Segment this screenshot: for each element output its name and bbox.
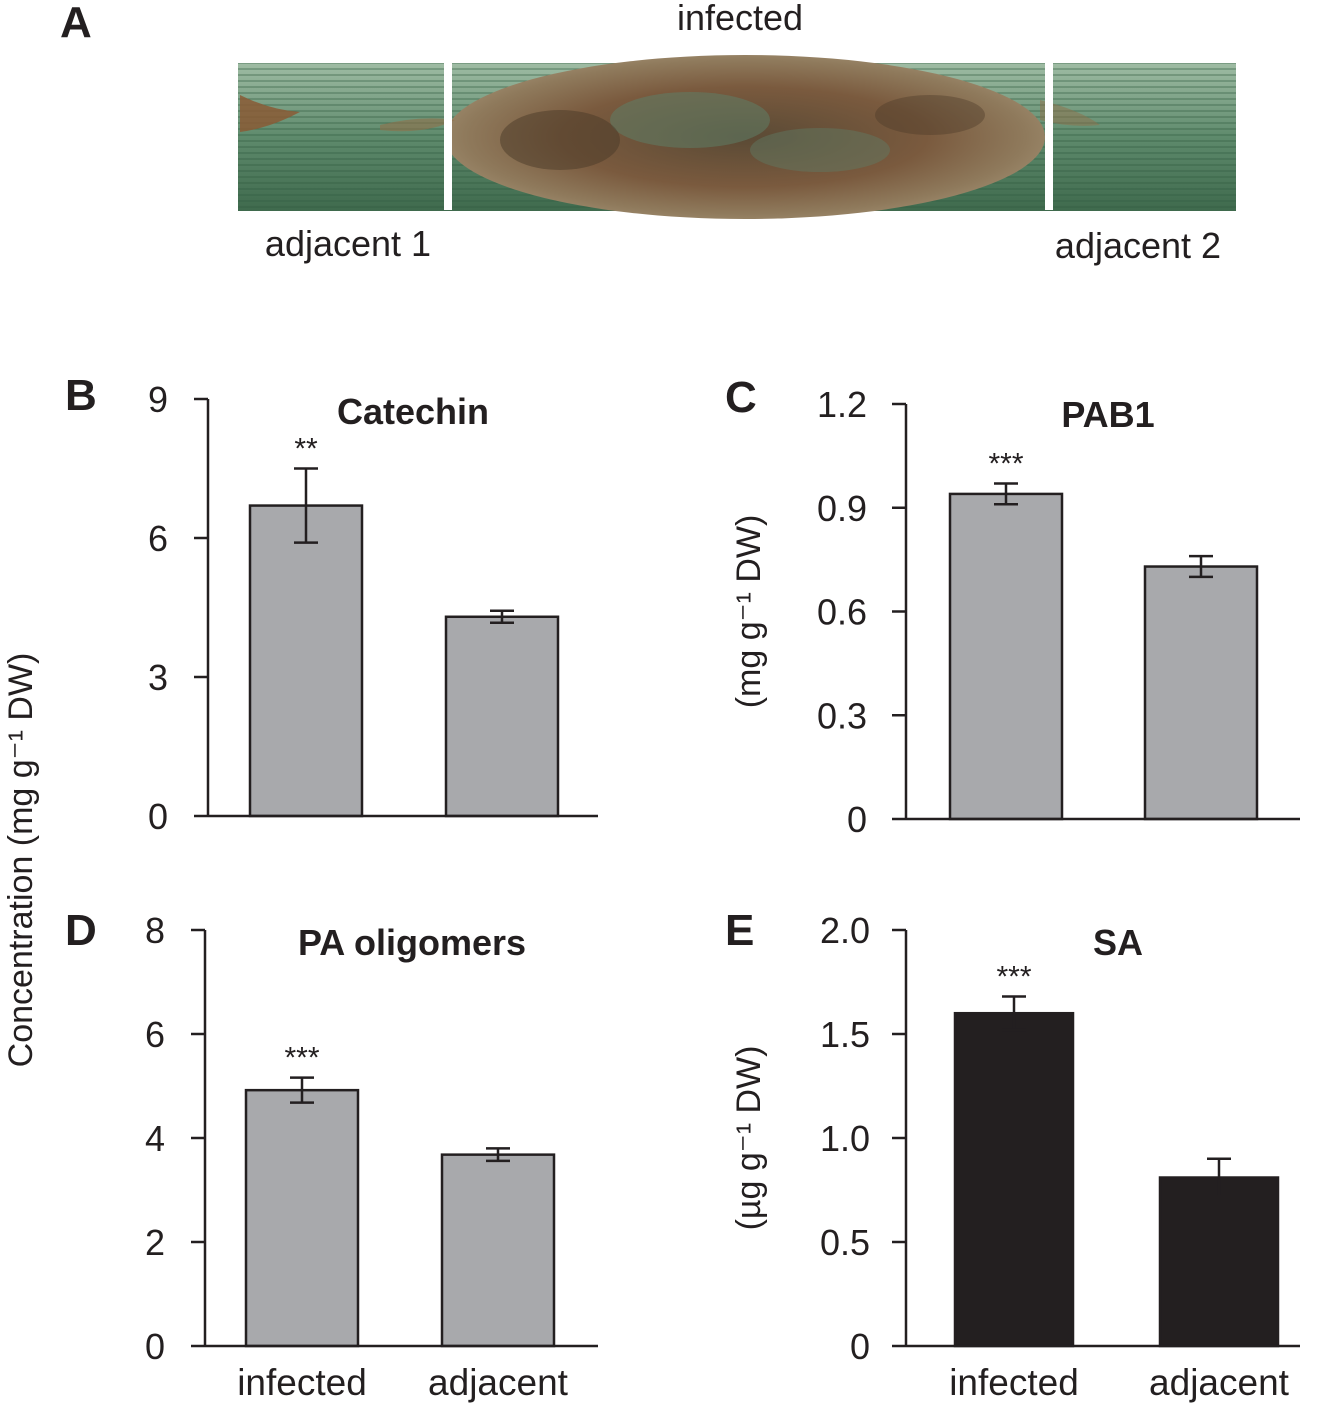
chart-title: PAB1 bbox=[1061, 394, 1154, 435]
significance-marker: ** bbox=[294, 433, 318, 466]
bar-infected bbox=[244, 1088, 360, 1348]
shared-y-axis-label: Concentration (mg g⁻¹ DW) bbox=[2, 653, 40, 1068]
y-tick-label: 0 bbox=[847, 799, 867, 840]
panel-a: A infected adjacent 1 adjacent 2 bbox=[60, 0, 1236, 266]
y-tick-label: 3 bbox=[148, 657, 168, 698]
y-tick-label: 9 bbox=[148, 379, 168, 420]
panel-label-a: A bbox=[60, 0, 92, 47]
error-bar-infected bbox=[290, 1076, 314, 1104]
panel-b-catechin-chart: B Catechin ** 0 3 6 9 bbox=[65, 371, 598, 837]
error-bar-adjacent bbox=[486, 1147, 510, 1163]
significance-marker: *** bbox=[284, 1042, 319, 1075]
y-tick-label: 0.9 bbox=[817, 488, 867, 529]
bar-adjacent bbox=[440, 1153, 556, 1348]
panel-label-e: E bbox=[725, 906, 754, 955]
bar-infected bbox=[953, 1011, 1075, 1348]
y-tick-label: 0.3 bbox=[817, 695, 867, 736]
x-tick-label: infected bbox=[237, 1362, 367, 1403]
y-tick-label: 0 bbox=[850, 1326, 870, 1367]
x-tick-label: adjacent bbox=[1149, 1362, 1290, 1403]
label-adjacent-1: adjacent 1 bbox=[265, 223, 431, 264]
error-bar-adjacent bbox=[1207, 1157, 1231, 1198]
bar-adjacent bbox=[1158, 1176, 1280, 1348]
x-tick-label: adjacent bbox=[428, 1362, 569, 1403]
panel-d-pa-oligomers-chart: D PA oligomers *** infected adjacent 0 2 4 6 8 bbox=[65, 906, 598, 1403]
y-tick-label: 0 bbox=[145, 1326, 165, 1367]
y-axis-label: (mg g⁻¹ DW) bbox=[730, 515, 768, 709]
divider-right bbox=[1045, 60, 1053, 210]
chart-title: PA oligomers bbox=[298, 922, 526, 963]
error-bar-infected bbox=[994, 482, 1018, 506]
panel-e-sa-chart: E SA (µg g⁻¹ DW) *** infected adjacent 0 0.5 1.0… bbox=[725, 906, 1300, 1403]
leaf-photo bbox=[238, 55, 1236, 219]
y-axis-label: (µg g⁻¹ DW) bbox=[730, 1046, 768, 1231]
y-tick-label: 0.6 bbox=[817, 592, 867, 633]
y-tick-label: 0 bbox=[148, 796, 168, 837]
divider-left bbox=[444, 60, 452, 210]
y-tick-label: 2.0 bbox=[820, 910, 870, 951]
panel-label-d: D bbox=[65, 906, 97, 955]
y-tick-label: 0.5 bbox=[820, 1222, 870, 1263]
chart-title: SA bbox=[1093, 922, 1143, 963]
panel-label-b: B bbox=[65, 371, 97, 420]
y-tick-label: 2 bbox=[145, 1222, 165, 1263]
y-tick-label: 4 bbox=[145, 1118, 165, 1159]
label-infected: infected bbox=[677, 0, 803, 38]
chart-title: Catechin bbox=[337, 391, 489, 432]
significance-marker: *** bbox=[996, 961, 1031, 994]
bar-infected bbox=[948, 492, 1064, 821]
bar-adjacent bbox=[444, 615, 560, 818]
panel-label-c: C bbox=[725, 373, 757, 422]
error-bar-adjacent bbox=[490, 609, 514, 625]
error-bar-infected bbox=[294, 467, 318, 544]
error-bar-infected bbox=[1002, 995, 1026, 1032]
panel-c-pab1-chart: C PAB1 (mg g⁻¹ DW) *** 0 0.3 0.6 0.9 1.2 bbox=[725, 373, 1300, 840]
bar-infected bbox=[248, 504, 364, 818]
y-tick-label: 1.0 bbox=[820, 1118, 870, 1159]
y-tick-label: 6 bbox=[145, 1014, 165, 1055]
y-tick-label: 8 bbox=[145, 910, 165, 951]
error-bar-adjacent bbox=[1189, 554, 1213, 579]
significance-marker: *** bbox=[988, 448, 1023, 481]
y-tick-label: 1.2 bbox=[817, 384, 867, 425]
x-tick-label: infected bbox=[949, 1362, 1079, 1403]
bar-adjacent bbox=[1143, 565, 1259, 821]
label-adjacent-2: adjacent 2 bbox=[1055, 225, 1221, 266]
y-tick-label: 1.5 bbox=[820, 1014, 870, 1055]
y-tick-label: 6 bbox=[148, 518, 168, 559]
